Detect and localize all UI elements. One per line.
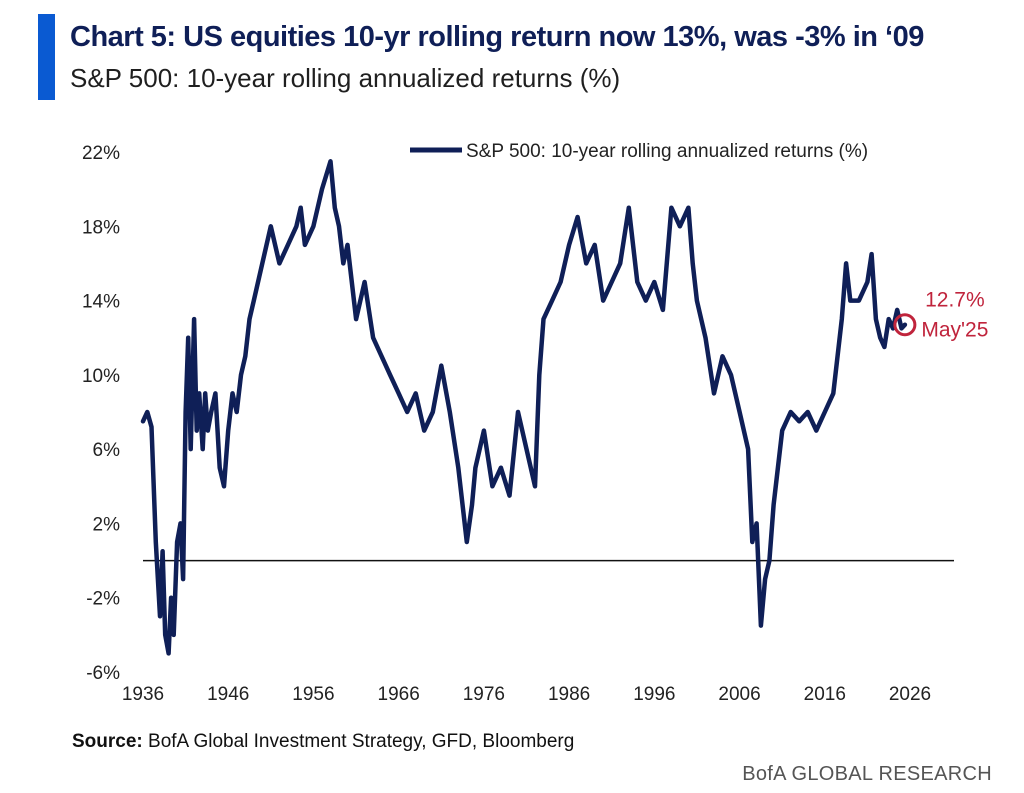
x-tick-label: 2026 (889, 684, 931, 705)
brand-footer: BofA GLOBAL RESEARCH (742, 763, 992, 785)
y-tick-label: 18% (82, 217, 120, 238)
y-tick-label: -6% (86, 663, 120, 684)
y-axis: -6% -2% 2% 6% 10% 14% 18% 22% (82, 143, 120, 684)
y-tick-label: 22% (82, 143, 120, 164)
source-note: Source: BofA Global Investment Strategy,… (72, 731, 574, 753)
x-tick-label: 1966 (378, 684, 420, 705)
x-tick-label: 2016 (804, 684, 846, 705)
x-tick-label: 1996 (633, 684, 675, 705)
latest-date-label: May'25 (921, 319, 988, 342)
x-tick-label: 1976 (463, 684, 505, 705)
y-tick-label: 6% (93, 440, 121, 461)
y-tick-label: -2% (86, 589, 120, 610)
x-tick-label: 1956 (292, 684, 334, 705)
y-tick-label: 14% (82, 292, 120, 313)
y-tick-label: 2% (93, 514, 121, 535)
latest-value-label: 12.7% (925, 289, 985, 312)
y-tick-label: 10% (82, 366, 120, 387)
legend-label: S&P 500: 10-year rolling annualized retu… (466, 141, 868, 162)
series-line (140, 159, 908, 656)
x-tick-label: 2006 (718, 684, 760, 705)
latest-value-marker (893, 313, 917, 337)
legend: S&P 500: 10-year rolling annualized retu… (410, 141, 868, 162)
x-tick-label: 1946 (207, 684, 249, 705)
x-axis: 1936 1946 1956 1966 1976 1986 1996 2006 2016 2026 (122, 684, 931, 705)
latest-value-annotation: 12.7% May'25 (893, 289, 988, 342)
chart-title: Chart 5: US equities 10-yr rolling retur… (70, 21, 924, 53)
accent-bar (38, 14, 55, 100)
source-text: BofA Global Investment Strategy, GFD, Bl… (148, 731, 575, 752)
x-tick-label: 1986 (548, 684, 590, 705)
x-tick-label: 1936 (122, 684, 164, 705)
source-label: Source: (72, 731, 143, 752)
chart-subtitle: S&P 500: 10-year rolling annualized retu… (70, 63, 621, 93)
